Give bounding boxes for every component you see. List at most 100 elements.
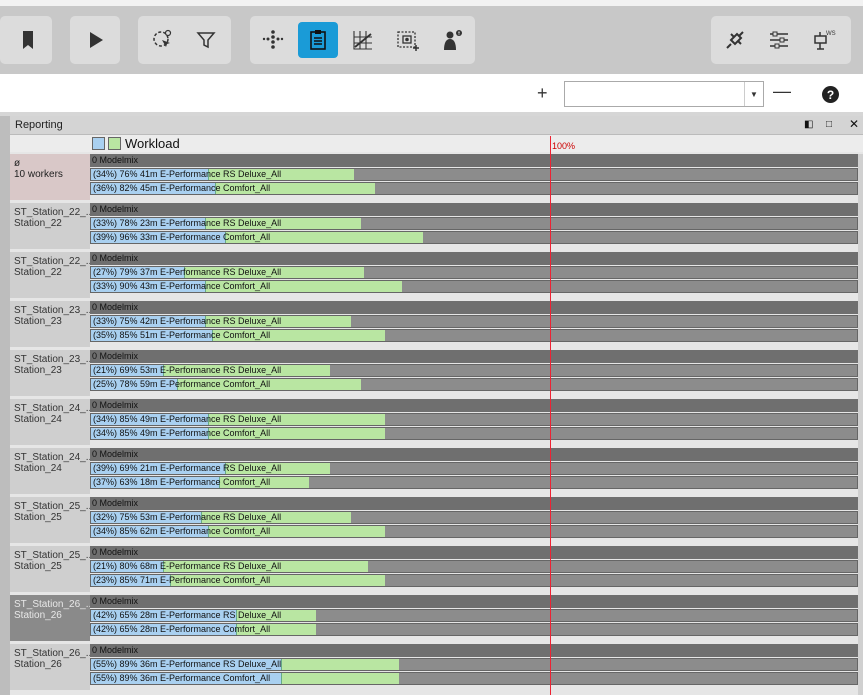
plug-button[interactable] [715, 22, 755, 58]
product-workload-row[interactable]: (34%) 85% 62m E-Performance Comfort_All [90, 525, 858, 538]
ws-label: WS [826, 31, 836, 37]
workload-text: (35%) 85% 51m E-Performance Comfort_All [93, 330, 271, 340]
maximize-icon[interactable]: □ [826, 119, 833, 130]
product-workload-row[interactable]: (34%) 85% 49m E-Performance RS Deluxe_Al… [90, 413, 858, 426]
station-label[interactable]: ST_Station_23_... Station_23 [10, 350, 94, 396]
workload-text: (21%) 69% 53m E-Performance RS Deluxe_Al… [93, 365, 282, 375]
station-label[interactable]: ST_Station_25_... Station_25 [10, 546, 94, 592]
bookmark-button[interactable] [8, 22, 48, 58]
modelmix-label: 0 Modelmix [92, 449, 139, 459]
product-workload-row[interactable]: (42%) 65% 28m E-Performance Comfort_All [90, 623, 858, 636]
workload-text: (55%) 89% 36m E-Performance Comfort_All [93, 673, 271, 683]
green-segment [177, 379, 361, 390]
filter-button[interactable] [186, 22, 226, 58]
workload-text: (32%) 75% 53m E-Performance RS Deluxe_Al… [93, 512, 282, 522]
product-workload-row[interactable]: (33%) 75% 42m E-Performance RS Deluxe_Al… [90, 315, 858, 328]
modelmix-header: 0 Modelmix [90, 448, 858, 461]
product-workload-row[interactable]: (33%) 78% 23m E-Performance RS Deluxe_Al… [90, 217, 858, 230]
product-workload-row[interactable]: (55%) 89% 36m E-Performance Comfort_All [90, 672, 858, 685]
station-id: ST_Station_22_... [14, 207, 95, 218]
station-label[interactable]: ST_Station_23_... Station_23 [10, 301, 94, 347]
zoom-out-button[interactable]: — [773, 81, 791, 101]
blue-segment [91, 463, 225, 474]
station-label[interactable]: ø 10 workers [10, 154, 90, 200]
blue-segment [91, 561, 163, 572]
station-label[interactable]: ST_Station_22_... Station_22 [10, 203, 95, 249]
modelmix-label: 0 Modelmix [92, 155, 139, 165]
workload-text: (25%) 78% 59m E-Performance Comfort_All [93, 379, 271, 389]
product-workload-row[interactable]: (23%) 85% 71m E-Performance Comfort_All [90, 574, 858, 587]
zoom-in-button[interactable]: + [537, 83, 548, 103]
modelmix-label: 0 Modelmix [92, 645, 139, 655]
station-label[interactable]: ST_Station_25_... Station_25 [10, 497, 95, 543]
help-button[interactable]: ? [822, 86, 839, 103]
modelmix-label: 0 Modelmix [92, 498, 139, 508]
modelmix-label: 0 Modelmix [92, 400, 139, 410]
product-workload-row[interactable]: (36%) 82% 45m E-Performance Comfort_All [90, 182, 858, 195]
product-workload-row[interactable]: (34%) 76% 41m E-Performance RS Deluxe_Al… [90, 168, 858, 181]
play-icon [90, 32, 103, 48]
select-cursor-icon [153, 29, 172, 47]
blue-segment [91, 659, 281, 670]
product-workload-row[interactable]: (21%) 80% 68m E-Performance RS Deluxe_Al… [90, 560, 858, 573]
blue-segment [91, 575, 170, 586]
product-workload-row[interactable]: (39%) 96% 33m E-Performance Comfort_All [90, 231, 858, 244]
station-group: ST_Station_26_... Station_26 0 Modelmix (42… [10, 595, 863, 641]
station-label[interactable]: ST_Station_22_... Station_22 [10, 252, 94, 298]
station-label[interactable]: ST_Station_26_... Station_26 [10, 644, 95, 690]
blue-segment [91, 610, 236, 621]
product-workload-row[interactable]: (34%) 85% 49m E-Performance Comfort_All [90, 427, 858, 440]
view-select[interactable]: ▼ [564, 81, 764, 107]
workload-text: (34%) 85% 62m E-Performance Comfort_All [93, 526, 271, 536]
clipboard-icon [310, 30, 326, 50]
green-segment [205, 218, 361, 229]
station-label[interactable]: ST_Station_24_... Station_24 [10, 399, 94, 445]
select-button[interactable] [142, 22, 182, 58]
settings-button[interactable] [759, 22, 799, 58]
product-workload-row[interactable]: (27%) 79% 37m E-Performance RS Deluxe_Al… [90, 266, 858, 279]
product-workload-row[interactable]: (37%) 63% 18m E-Performance Comfort_All [90, 476, 858, 489]
station-id: ST_Station_25_... [14, 501, 95, 512]
product-workload-row[interactable]: (42%) 65% 28m E-Performance RS Deluxe_Al… [90, 609, 858, 622]
capture-button[interactable] [388, 22, 428, 58]
scatter-button[interactable] [253, 22, 293, 58]
station-name: Station_25 [14, 561, 62, 572]
station-id: ST_Station_26_... [14, 648, 95, 659]
blue-segment [91, 218, 205, 229]
blue-segment [91, 673, 281, 684]
workload-text: (39%) 96% 33m E-Performance Comfort_All [93, 232, 271, 242]
restore-icon[interactable]: ◧ [804, 119, 814, 130]
product-workload-row[interactable]: (39%) 69% 21m E-Performance RS Deluxe_Al… [90, 462, 858, 475]
green-segment [236, 610, 316, 621]
workload-text: (34%) 76% 41m E-Performance RS Deluxe_Al… [93, 169, 282, 179]
station-group: ST_Station_23_... Station_23 0 Modelmix (21… [10, 350, 863, 396]
green-segment [170, 575, 385, 586]
chart-grid-button[interactable] [343, 22, 383, 58]
product-workload-row[interactable]: (21%) 69% 53m E-Performance RS Deluxe_Al… [90, 364, 858, 377]
station-label[interactable]: ST_Station_24_... Station_24 [10, 448, 94, 494]
workstation-button[interactable]: WS [803, 22, 843, 58]
product-workload-row[interactable]: (33%) 90% 43m E-Performance Comfort_All [90, 280, 858, 293]
product-workload-row[interactable]: (55%) 89% 36m E-Performance RS Deluxe_Al… [90, 658, 858, 671]
toolbar-group-tools: WS [711, 16, 851, 64]
station-name: Station_24 [14, 414, 62, 425]
green-segment [236, 624, 316, 635]
close-icon[interactable]: ✕ [849, 117, 860, 131]
station-label[interactable]: ST_Station_26_... Station_26 [10, 595, 94, 641]
worker-info-button[interactable] [432, 22, 472, 58]
product-workload-row[interactable]: (25%) 78% 59m E-Performance Comfort_All [90, 378, 858, 391]
legend-label: Workload [125, 136, 180, 151]
left-scrollbar[interactable] [0, 116, 10, 695]
play-button[interactable] [75, 22, 115, 58]
product-workload-row[interactable]: (35%) 85% 51m E-Performance Comfort_All [90, 329, 858, 342]
blue-segment [91, 624, 236, 635]
workload-text: (23%) 85% 71m E-Performance Comfort_All [93, 575, 271, 585]
product-workload-row[interactable]: (32%) 75% 53m E-Performance RS Deluxe_Al… [90, 511, 858, 524]
clipboard-button[interactable] [298, 22, 338, 58]
modelmix-header: 0 Modelmix [90, 203, 858, 216]
blue-segment [91, 365, 163, 376]
capture-icon [397, 31, 419, 51]
station-group: ST_Station_24_... Station_24 0 Modelmix (34… [10, 399, 863, 445]
blue-segment [91, 379, 177, 390]
chevron-down-icon[interactable]: ▼ [744, 82, 763, 106]
